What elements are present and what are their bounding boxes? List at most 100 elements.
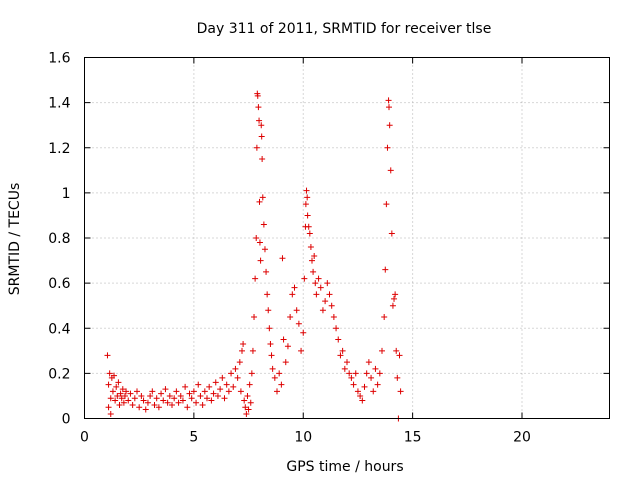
data-point <box>253 144 260 151</box>
data-point <box>127 390 134 397</box>
data-point <box>319 307 326 314</box>
y-tick-label: 0.8 <box>48 231 70 247</box>
data-point <box>368 374 375 381</box>
data-point <box>266 325 273 332</box>
data-point <box>116 401 123 408</box>
data-point <box>169 401 175 408</box>
data-point <box>242 404 249 411</box>
data-point <box>265 307 272 314</box>
data-point <box>123 388 130 395</box>
data-point <box>254 92 261 99</box>
data-point <box>258 122 265 129</box>
data-point <box>228 370 235 377</box>
data-point <box>208 397 215 404</box>
data-point <box>264 291 271 298</box>
data-point <box>261 246 268 253</box>
data-point <box>115 379 122 386</box>
data-point <box>244 392 251 399</box>
data-point <box>260 221 267 228</box>
data-point <box>240 341 247 348</box>
y-tick-label: 0.4 <box>48 321 70 337</box>
data-point <box>246 381 253 388</box>
data-point <box>107 395 114 402</box>
x-axis-label: GPS time / hours <box>286 459 403 475</box>
x-tick-label: 5 <box>189 430 198 446</box>
data-point <box>173 388 180 395</box>
data-point <box>221 395 228 402</box>
data-point <box>109 388 116 395</box>
data-point <box>210 390 217 397</box>
data-point <box>304 194 311 201</box>
data-point <box>125 397 132 404</box>
data-point <box>379 347 385 354</box>
data-point <box>383 201 390 208</box>
data-point <box>387 167 394 174</box>
data-point <box>269 365 276 372</box>
data-point <box>307 244 314 251</box>
data-point <box>140 397 147 404</box>
data-point <box>257 257 264 264</box>
data-point <box>328 302 335 309</box>
data-point <box>315 275 322 282</box>
chart-title: Day 311 of 2011, SRMTID for receiver tls… <box>197 21 492 37</box>
data-point <box>326 291 333 298</box>
y-tick-label: 1.6 <box>48 51 70 67</box>
data-point <box>397 388 404 395</box>
y-tick-label: 1 <box>62 186 71 202</box>
data-point <box>312 280 319 287</box>
data-point <box>193 399 200 406</box>
data-point <box>199 401 206 408</box>
data-point <box>175 399 182 406</box>
data-point <box>344 359 350 366</box>
data-point <box>357 392 364 399</box>
data-point <box>234 374 241 381</box>
data-point <box>337 352 344 359</box>
data-point <box>305 223 312 230</box>
data-point <box>120 399 127 406</box>
data-point <box>162 386 169 393</box>
data-point <box>256 239 263 246</box>
plot-frame <box>84 57 610 419</box>
data-point <box>302 201 309 208</box>
data-point <box>267 341 274 348</box>
data-point <box>249 347 256 354</box>
data-point <box>348 374 355 381</box>
data-point <box>247 399 254 406</box>
data-point <box>394 374 401 381</box>
x-tick-label: 15 <box>404 430 422 446</box>
y-tick-label: 0 <box>62 412 71 428</box>
data-point <box>284 343 291 350</box>
data-point <box>105 381 112 388</box>
data-point <box>225 388 232 395</box>
data-point <box>280 336 287 343</box>
data-point <box>359 397 366 404</box>
data-point <box>138 392 145 399</box>
data-point <box>354 388 361 395</box>
data-point <box>104 352 111 359</box>
data-point <box>195 381 202 388</box>
data-point <box>232 365 239 372</box>
data-point <box>106 370 113 377</box>
data-point <box>352 370 359 377</box>
data-point <box>239 347 245 354</box>
data-point <box>256 117 263 124</box>
data-point <box>248 370 255 377</box>
data-point <box>392 291 399 298</box>
data-point <box>164 399 171 406</box>
data-point <box>276 370 283 377</box>
data-point <box>252 275 259 282</box>
data-point <box>179 397 186 404</box>
data-point <box>166 392 173 399</box>
data-point <box>324 280 331 287</box>
data-point <box>330 313 337 320</box>
data-point <box>274 388 280 395</box>
data-point <box>258 133 265 140</box>
data-point <box>382 266 389 273</box>
x-tick-label: 10 <box>294 430 312 446</box>
data-point <box>214 392 221 399</box>
data-point <box>298 347 305 354</box>
data-point <box>322 298 329 305</box>
data-point <box>317 284 324 291</box>
data-points <box>104 90 404 422</box>
